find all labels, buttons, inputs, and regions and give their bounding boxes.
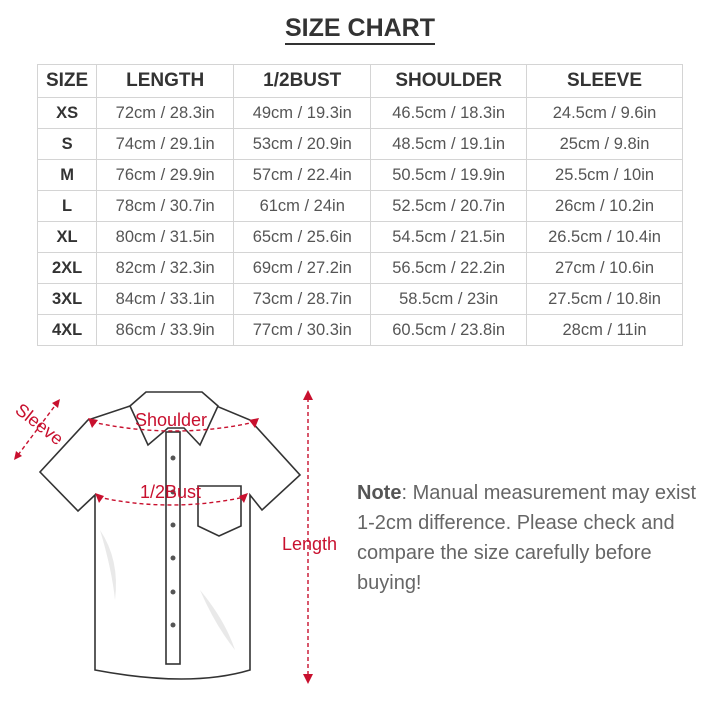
note-text: Note: Manual measurement may exist 1-2cm…	[357, 482, 697, 594]
measurement-cell: 58.5cm / 23in	[370, 283, 528, 315]
table-row: XL 80cm / 31.5in 65cm / 25.6in 54.5cm / 21.…	[36, 221, 683, 253]
measurement-cell: 84cm / 33.1in	[96, 283, 235, 315]
shirt-outline	[38, 391, 302, 680]
table-row: L 78cm / 30.7in 61cm / 24in 52.5cm / 20.7in…	[36, 190, 683, 222]
table-row: 4XL 86cm / 33.9in 77cm / 30.3in 60.5cm / 23…	[36, 314, 683, 346]
measurement-cell: 74cm / 29.1in	[96, 128, 235, 160]
column-header: SHOULDER	[370, 64, 528, 98]
measurement-cell: 24.5cm / 9.6in	[526, 97, 683, 129]
shirt-diagram: Shoulder 1/2Bust Length Sleeve	[12, 390, 337, 684]
measurement-cell: 26cm / 10.2in	[526, 190, 683, 222]
measurement-cell: 80cm / 31.5in	[96, 221, 235, 253]
measurement-cell: 27cm / 10.6in	[526, 252, 683, 284]
size-cell: M	[36, 159, 98, 191]
size-cell: S	[36, 128, 98, 160]
measurement-cell: 49cm / 19.3in	[233, 97, 372, 129]
measurement-cell: 77cm / 30.3in	[233, 314, 372, 346]
table-row: XS 72cm / 28.3in 49cm / 19.3in 46.5cm / 18.…	[36, 97, 683, 129]
measurement-cell: 60.5cm / 23.8in	[370, 314, 528, 346]
measurement-cell: 57cm / 22.4in	[233, 159, 372, 191]
measurement-cell: 54.5cm / 21.5in	[370, 221, 528, 253]
column-header: LENGTH	[96, 64, 235, 98]
table-header: SIZE LENGTH 1/2BUST SHOULDER SLEEVE	[36, 64, 683, 98]
measurement-cell: 61cm / 24in	[233, 190, 372, 222]
size-table: SIZE LENGTH 1/2BUST SHOULDER SLEEVE XS 72cm /…	[36, 64, 683, 346]
bust-label: 1/2Bust	[140, 482, 201, 502]
column-header: 1/2BUST	[233, 64, 372, 98]
arrow-icons	[14, 390, 313, 684]
measurement-cell: 86cm / 33.9in	[96, 314, 235, 346]
measurement-cell: 26.5cm / 10.4in	[526, 221, 683, 253]
sleeve-label: Sleeve	[12, 399, 68, 449]
measurement-cell: 65cm / 25.6in	[233, 221, 372, 253]
measurement-cell: 78cm / 30.7in	[96, 190, 235, 222]
shoulder-label: Shoulder	[135, 410, 207, 430]
measurement-cell: 48.5cm / 19.1in	[370, 128, 528, 160]
button-icons	[170, 455, 176, 628]
measurement-cell: 27.5cm / 10.8in	[526, 283, 683, 315]
table-row: M 76cm / 29.9in 57cm / 22.4in 50.5cm / 19.9…	[36, 159, 683, 191]
measurement-cell: 56.5cm / 22.2in	[370, 252, 528, 284]
measurement-cell: 50.5cm / 19.9in	[370, 159, 528, 191]
measurement-cell: 69cm / 27.2in	[233, 252, 372, 284]
column-header: SLEEVE	[526, 64, 683, 98]
measurement-cell: 28cm / 11in	[526, 314, 683, 346]
measure-lines	[17, 398, 309, 675]
measurement-cell: 76cm / 29.9in	[96, 159, 235, 191]
table-row: 2XL 82cm / 32.3in 69cm / 27.2in 56.5cm / 22…	[36, 252, 683, 284]
measurement-cell: 82cm / 32.3in	[96, 252, 235, 284]
length-label: Length	[282, 534, 337, 554]
size-cell: XL	[36, 221, 98, 253]
measurement-cell: 73cm / 28.7in	[233, 283, 372, 315]
size-cell: 3XL	[36, 283, 98, 315]
measurement-cell: 25cm / 9.8in	[526, 128, 683, 160]
size-cell: 2XL	[36, 252, 98, 284]
measurement-cell: 53cm / 20.9in	[233, 128, 372, 160]
measurement-cell: 25.5cm / 10in	[526, 159, 683, 191]
measurement-cell: 72cm / 28.3in	[96, 97, 235, 129]
measurement-cell: 46.5cm / 18.3in	[370, 97, 528, 129]
size-cell: XS	[36, 97, 98, 129]
table-row: S 74cm / 29.1in 53cm / 20.9in 48.5cm / 19.1…	[36, 128, 683, 160]
size-cell: 4XL	[36, 314, 98, 346]
page-title: SIZE CHART	[0, 14, 720, 45]
size-cell: L	[36, 190, 98, 222]
table-row: 3XL 84cm / 33.1in 73cm / 28.7in 58.5cm / 23…	[36, 283, 683, 315]
measurement-cell: 52.5cm / 20.7in	[370, 190, 528, 222]
column-header: SIZE	[36, 64, 98, 98]
